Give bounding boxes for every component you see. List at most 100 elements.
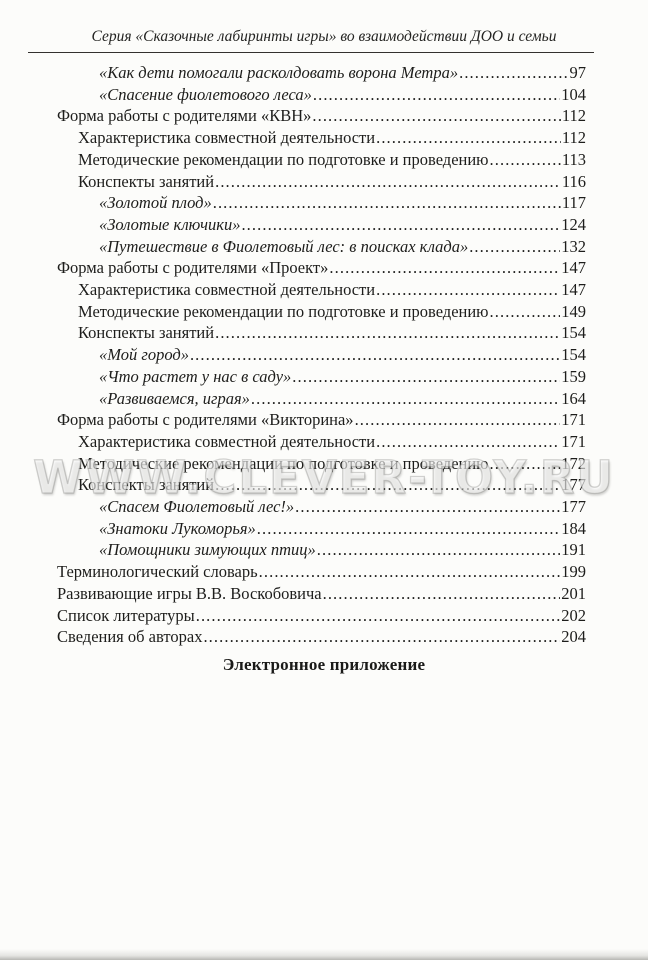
header-rule [28, 52, 594, 53]
toc-dot-leader [196, 605, 561, 627]
toc-page-number: 97 [569, 63, 587, 82]
toc-dot-leader [469, 236, 560, 258]
toc-entry-title: «Развиваемся, играя» [99, 388, 250, 408]
toc-page-number: 154 [561, 323, 586, 343]
toc-entry: Характеристика совместной деятельности 1… [57, 431, 586, 453]
toc-entry: «Золотые ключики» 124 [57, 214, 586, 236]
toc-page-number: 199 [561, 562, 586, 582]
toc-page-number: 204 [561, 627, 586, 647]
toc-entry: Методические рекомендации по подготовке … [57, 149, 586, 171]
toc-entry-title: Методические рекомендации по подготовке … [78, 301, 489, 321]
toc-dot-leader [329, 257, 560, 279]
toc-entry: Список литературы 202 [57, 605, 586, 627]
toc-entry: Конспекты занятий 177 [57, 474, 586, 496]
toc-page-number: 116 [561, 171, 586, 191]
toc-page-number: 177 [561, 497, 586, 517]
toc-dot-leader [490, 453, 561, 475]
toc-dot-leader [323, 583, 561, 605]
toc-dot-leader [292, 366, 560, 388]
toc-entry-title: «Что растет у нас в саду» [99, 366, 292, 386]
toc-dot-leader [257, 518, 560, 540]
toc-entry-title: Развивающие игры В.В. Воскобовича [57, 583, 322, 603]
toc-entry-title: «Как дети помогали расколдовать ворона М… [99, 63, 459, 82]
toc-entry-title: Методические рекомендации по подготовке … [78, 453, 489, 473]
toc-entry-title: «Помощники зимующих птиц» [99, 540, 316, 560]
toc-entry: «Спасение фиолетового леса» 104 [57, 84, 586, 106]
toc-dot-leader [215, 322, 560, 344]
appendix-heading: Электронное приложение [222, 654, 426, 674]
toc-dot-leader [241, 214, 560, 236]
toc-dot-leader [203, 626, 560, 648]
toc-dot-leader [215, 171, 561, 193]
toc-page-number: 112 [561, 128, 586, 148]
toc-entry: «Мой город» 154 [57, 344, 586, 366]
toc-page-number: 201 [561, 583, 586, 603]
toc-dot-leader [190, 344, 560, 366]
toc-entry-title: Список литературы [57, 605, 195, 625]
toc-dot-leader [295, 496, 560, 518]
toc-entry: Развивающие игры В.В. Воскобовича 201 [57, 583, 586, 605]
toc-page-number: 191 [561, 540, 586, 560]
toc-page-number: 104 [561, 84, 586, 104]
toc-entry-title: «Золотые ключики» [99, 214, 241, 234]
toc-page-number: 164 [561, 388, 586, 408]
toc-page-number: 159 [561, 366, 586, 386]
toc-page-number: 124 [561, 214, 586, 234]
toc-page-number: 154 [561, 345, 586, 365]
toc-entry: «Что растет у нас в саду» 159 [57, 366, 586, 388]
toc-entry: «Развиваемся, играя» 164 [57, 388, 586, 410]
toc-entry: «Помощники зимующих птиц» 191 [57, 539, 586, 561]
toc-entry-title: «Спасение фиолетового леса» [99, 84, 312, 104]
toc-dot-leader [376, 431, 560, 453]
toc-entry-title: Сведения об авторах [57, 627, 203, 647]
toc-page-number: 132 [561, 236, 586, 256]
toc-dot-leader [313, 84, 560, 106]
toc-dot-leader [376, 279, 560, 301]
toc-entry: «Золотой плод» 117 [57, 192, 586, 214]
toc-page-number: 147 [561, 280, 586, 300]
toc-entry-title: Форма работы с родителями «КВН» [57, 106, 312, 126]
toc-entry-title: Конспекты занятий [78, 171, 215, 191]
toc-entry-title: Характеристика совместной деятельности [78, 431, 376, 451]
toc-page-number: 171 [561, 410, 586, 430]
toc-page-number: 117 [561, 193, 586, 213]
toc-entry-title: Методические рекомендации по подготовке … [78, 149, 489, 169]
toc-page-number: 149 [561, 301, 586, 321]
toc-page-number: 172 [561, 453, 586, 473]
scan-edge-shadow [0, 949, 648, 960]
toc-entry-title: Форма работы с родителями «Викторина» [57, 410, 354, 430]
toc-dot-leader [215, 474, 560, 496]
toc-entry: Методические рекомендации по подготовке … [57, 453, 586, 475]
toc-dot-leader [213, 192, 561, 214]
toc-entry: Форма работы с родителями «Викторина» 17… [57, 409, 586, 431]
table-of-contents: «Как дети помогали расколдовать ворона М… [57, 62, 586, 648]
toc-dot-leader [490, 301, 561, 323]
toc-dot-leader [376, 127, 561, 149]
toc-entry: Характеристика совместной деятельности 1… [57, 279, 586, 301]
toc-page-number: 184 [561, 518, 586, 538]
toc-page-number: 113 [561, 149, 586, 169]
toc-entry-title: Характеристика совместной деятельности [78, 280, 376, 300]
toc-entry: Терминологический словарь 199 [57, 561, 586, 583]
toc-entry: Форма работы с родителями «Проект» 147 [57, 257, 586, 279]
toc-dot-leader [355, 409, 561, 431]
toc-entry-title: «Мой город» [99, 345, 189, 365]
toc-entry-title: «Золотой плод» [99, 193, 212, 213]
toc-entry: Конспекты занятий 154 [57, 322, 586, 344]
toc-entry: Форма работы с родителями «КВН» 112 [57, 105, 586, 127]
toc-entry: Характеристика совместной деятельности 1… [57, 127, 586, 149]
toc-entry: «Спасем Фиолетовый лес!» 177 [57, 496, 586, 518]
toc-dot-leader [459, 62, 568, 84]
toc-entry: «Как дети помогали расколдовать ворона М… [57, 62, 586, 84]
toc-entry-title: «Знатоки Лукоморья» [99, 518, 256, 538]
toc-entry: Методические рекомендации по подготовке … [57, 301, 586, 323]
toc-dot-leader [317, 539, 560, 561]
toc-entry-title: Форма работы с родителями «Проект» [57, 258, 329, 278]
toc-page-number: 177 [561, 475, 586, 495]
toc-dot-leader [490, 149, 561, 171]
toc-entry-title: Терминологический словарь [57, 562, 258, 582]
toc-dot-leader [251, 388, 560, 410]
running-header-text: Серия «Сказочные лабиринты игры» во взаи… [91, 28, 557, 45]
toc-dot-leader [312, 105, 560, 127]
